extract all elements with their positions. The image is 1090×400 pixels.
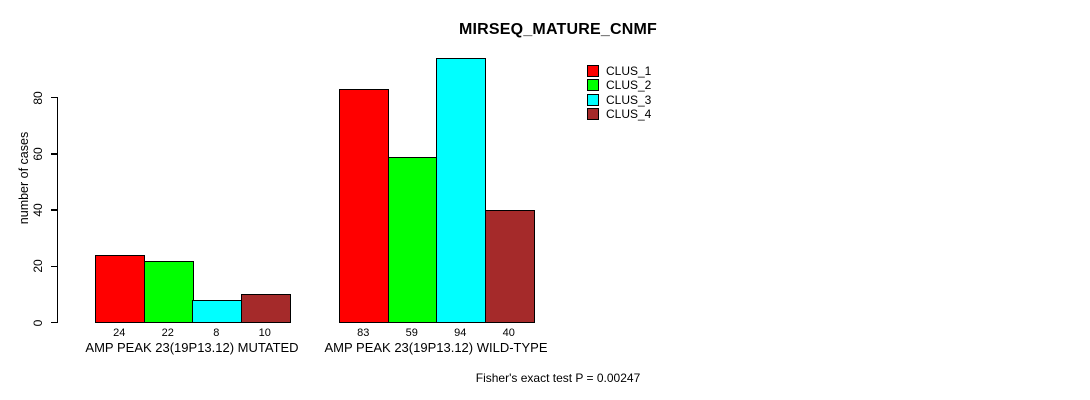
y-tick-label: 60 bbox=[31, 147, 45, 161]
y-tick bbox=[51, 265, 58, 267]
y-tick bbox=[51, 153, 58, 155]
bar bbox=[240, 294, 291, 323]
legend-row: CLUS_4 bbox=[587, 107, 651, 121]
bar-value-label: 24 bbox=[113, 327, 126, 339]
y-axis-label: number of cases bbox=[17, 131, 31, 225]
group-label: AMP PEAK 23(19P13.12) MUTATED bbox=[85, 340, 299, 355]
bar bbox=[339, 89, 389, 323]
bar bbox=[436, 58, 486, 323]
legend-label: CLUS_1 bbox=[606, 64, 652, 79]
bar-value-label: 10 bbox=[258, 327, 271, 339]
bar bbox=[143, 260, 194, 323]
legend-row: CLUS_3 bbox=[587, 93, 651, 107]
y-tick-label: 40 bbox=[31, 203, 45, 217]
bar-value-label: 8 bbox=[213, 327, 220, 339]
legend-row: CLUS_2 bbox=[587, 78, 651, 92]
legend-label: CLUS_3 bbox=[606, 92, 652, 107]
bar bbox=[484, 210, 535, 323]
bar bbox=[387, 156, 438, 323]
bar-value-label: 59 bbox=[405, 327, 418, 339]
y-tick-label: 0 bbox=[31, 319, 45, 326]
y-tick-label: 80 bbox=[31, 90, 45, 105]
y-tick bbox=[51, 209, 58, 211]
chart-title: MIRSEQ_MATURE_CNMF bbox=[459, 21, 657, 38]
legend-swatch bbox=[587, 93, 599, 106]
legend-swatch bbox=[587, 65, 599, 78]
legend-swatch bbox=[587, 79, 599, 92]
legend-swatch bbox=[587, 108, 599, 121]
legend-row: CLUS_1 bbox=[587, 64, 651, 78]
bar-value-label: 83 bbox=[357, 327, 370, 339]
group-label: AMP PEAK 23(19P13.12) WILD-TYPE bbox=[324, 340, 548, 355]
bar-value-label: 22 bbox=[161, 327, 174, 339]
y-tick-label: 20 bbox=[31, 259, 45, 273]
bar bbox=[192, 300, 242, 323]
y-tick bbox=[51, 96, 58, 99]
legend-label: CLUS_4 bbox=[606, 107, 652, 122]
bar bbox=[95, 255, 145, 323]
bar-value-label: 94 bbox=[454, 327, 467, 339]
bar-value-label: 40 bbox=[502, 327, 515, 339]
footnote: Fisher's exact test P = 0.00247 bbox=[475, 371, 641, 385]
legend: CLUS_1 CLUS_2 CLUS_3 CLUS_4 bbox=[587, 64, 651, 121]
y-tick bbox=[51, 321, 58, 324]
legend-label: CLUS_2 bbox=[606, 78, 652, 93]
